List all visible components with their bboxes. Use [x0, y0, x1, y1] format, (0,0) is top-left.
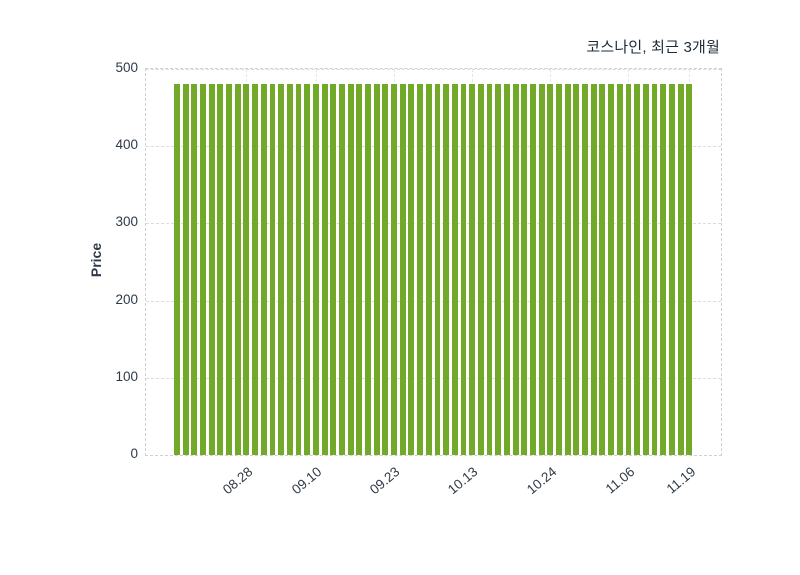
bar — [217, 84, 224, 455]
bar — [234, 84, 241, 455]
bar — [582, 84, 588, 455]
y-tick-label: 300 — [115, 214, 138, 230]
bar — [486, 84, 493, 455]
bar — [269, 84, 276, 455]
bar — [477, 84, 484, 455]
gridline-horizontal — [146, 69, 721, 70]
gridline-horizontal — [146, 146, 721, 148]
bar — [660, 84, 667, 455]
x-tick-label: 11.19 — [663, 464, 698, 497]
bar — [495, 84, 502, 455]
y-tick-label: 400 — [115, 137, 138, 153]
x-tick-label: 09.23 — [367, 464, 403, 498]
gridline-horizontal — [146, 223, 721, 225]
bar — [391, 84, 397, 455]
bar — [399, 84, 406, 455]
bar — [338, 84, 345, 455]
bar — [278, 84, 285, 455]
bar — [469, 84, 476, 455]
x-tick-label: 11.06 — [602, 464, 638, 497]
bar — [200, 84, 206, 455]
y-axis-ticks: 0 100 200 300 400 500 — [94, 60, 138, 461]
x-tick-label: 10.24 — [523, 464, 559, 498]
bar — [538, 84, 545, 455]
bar — [599, 84, 606, 455]
bar — [642, 84, 649, 455]
bar — [295, 84, 302, 455]
bar — [530, 84, 536, 455]
bar — [208, 84, 215, 455]
bar — [304, 84, 311, 455]
bar — [260, 84, 267, 455]
gridline-horizontal — [146, 300, 721, 302]
bar — [573, 84, 580, 455]
bar — [182, 84, 189, 455]
bar — [677, 84, 684, 455]
bar — [312, 84, 319, 455]
bar — [365, 84, 371, 455]
bar — [634, 84, 641, 455]
bar — [330, 84, 337, 455]
x-tick-label: 10.13 — [445, 464, 481, 498]
bar — [651, 84, 658, 455]
bar — [434, 84, 441, 455]
plot-area — [145, 68, 722, 456]
bar — [321, 84, 328, 455]
bar — [347, 84, 354, 455]
bar — [252, 84, 259, 455]
bar — [373, 84, 380, 455]
bar — [608, 84, 615, 455]
x-tick-label: 08.28 — [219, 464, 256, 498]
bar — [451, 84, 458, 455]
bar — [590, 84, 597, 455]
bar — [226, 84, 232, 455]
bar — [286, 84, 293, 455]
bar — [356, 84, 363, 455]
bar — [686, 84, 693, 455]
bar — [425, 84, 432, 455]
gridline-horizontal — [146, 377, 721, 379]
bar — [512, 84, 519, 455]
bar — [625, 84, 632, 455]
bar — [668, 84, 675, 455]
bar — [521, 84, 528, 455]
bar — [443, 84, 450, 455]
bar — [616, 84, 623, 455]
bar — [408, 84, 415, 455]
y-tick-label: 500 — [115, 60, 138, 75]
bar — [417, 84, 424, 455]
x-axis-ticks: 08.28 09.10 09.23 10.13 10.24 11.06 11.19 — [145, 456, 720, 526]
bar — [547, 84, 554, 455]
bar — [191, 84, 198, 455]
bar — [503, 84, 510, 455]
x-tick-label: 09.10 — [289, 464, 325, 498]
bar — [174, 84, 180, 455]
chart-title: 코스나인, 최근 3개월 — [586, 39, 720, 56]
y-tick-label: 100 — [115, 368, 138, 384]
bar — [556, 84, 562, 455]
bar — [460, 84, 467, 455]
y-tick-label: 200 — [115, 291, 138, 307]
y-tick-label: 0 — [130, 446, 138, 461]
bar — [382, 84, 389, 455]
bar — [243, 84, 250, 455]
bar — [564, 84, 571, 455]
